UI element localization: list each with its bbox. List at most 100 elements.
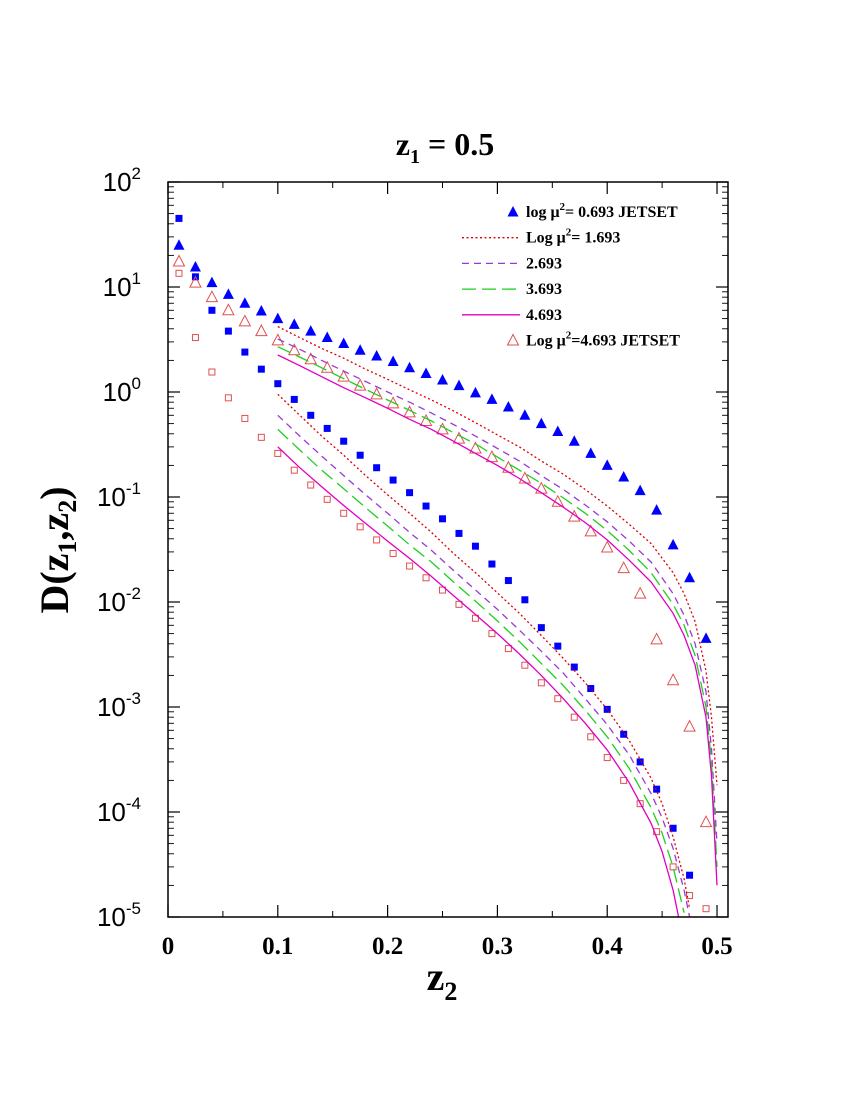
y-tick-exponent: -5 [126, 899, 141, 918]
data-point [568, 435, 580, 446]
data-point [406, 562, 414, 570]
data-point [208, 306, 216, 314]
ylabel-sub2: 2 [53, 500, 82, 513]
legend-sup: 2 [566, 330, 572, 342]
data-point [700, 632, 712, 643]
data-point [241, 414, 249, 422]
data-point [552, 425, 564, 437]
data-point [274, 449, 282, 457]
x-axis-label: z2 [427, 954, 458, 1006]
y-tick-exponent: 2 [132, 164, 141, 183]
data-point [502, 460, 515, 473]
data-point [241, 348, 249, 356]
y-tick-label: 100 [103, 374, 141, 407]
data-point [420, 367, 432, 379]
series-line-10 [277, 428, 685, 913]
data-layer [172, 214, 718, 917]
data-point [307, 411, 315, 419]
data-point [371, 350, 383, 361]
y-tick-exponent: -2 [126, 584, 141, 603]
data-point [469, 386, 481, 398]
data-point [189, 261, 201, 272]
title-base: z [396, 126, 410, 162]
series-6 [277, 346, 718, 867]
data-point [686, 871, 694, 879]
legend-text-rest: = 0.693 JETSET [565, 204, 678, 221]
data-point [437, 374, 449, 385]
data-point [537, 624, 545, 632]
data-point [373, 464, 381, 472]
data-point [502, 400, 514, 412]
data-point [570, 713, 578, 721]
legend-text: 4.693 [526, 307, 562, 324]
series-3 [175, 269, 710, 913]
data-point [537, 679, 545, 687]
data-point [667, 538, 679, 550]
plot-area [167, 181, 729, 918]
data-point [323, 424, 331, 432]
y-tick-base: 10 [97, 587, 126, 617]
legend-label: 2.693 [526, 255, 562, 272]
data-point [340, 437, 348, 445]
y-tick-exponent: -3 [126, 689, 141, 708]
data-point [587, 685, 595, 693]
data-point [238, 314, 252, 327]
axis-ticks: 0 0.1 0.2 0.3 0.4 0.510210110010-110-210-310-… [97, 164, 733, 960]
data-point [521, 661, 529, 669]
y-tick-label: 102 [103, 164, 141, 197]
x-tick-label: 0.4 [592, 933, 624, 960]
ylabel-post: ) [32, 486, 77, 499]
data-point [370, 387, 383, 400]
legend-entry-1: Log μ2= 1.693 [462, 227, 620, 247]
series-11 [277, 446, 680, 917]
data-point [669, 863, 677, 871]
data-point [455, 600, 463, 608]
y-tick-base: 10 [103, 272, 132, 302]
data-point [585, 447, 597, 458]
legend-text: Log μ [526, 230, 566, 247]
data-point [601, 459, 613, 470]
data-point [439, 515, 447, 523]
legend-entry-3: 3.693 [462, 281, 562, 298]
data-point [439, 586, 447, 594]
data-point [175, 269, 183, 277]
legend-text: 2.693 [526, 255, 562, 272]
data-point [304, 352, 318, 365]
y-tick-label: 10-4 [97, 794, 141, 827]
series-line-4 [277, 326, 718, 786]
data-point [406, 489, 414, 497]
data-point [684, 571, 696, 583]
data-point [389, 476, 397, 484]
title-rest: = 0.5 [420, 126, 494, 162]
data-point [452, 431, 466, 444]
data-point [650, 632, 663, 645]
series-line-5 [277, 338, 718, 844]
data-point [521, 596, 529, 604]
y-tick-base: 10 [103, 167, 132, 197]
data-point [702, 905, 710, 913]
legend-label: Log μ2=4.693 JETSET [526, 330, 680, 350]
data-point [554, 642, 562, 650]
series-line-9 [277, 414, 691, 917]
data-point [320, 360, 334, 373]
data-point [404, 361, 416, 373]
y-tick-label: 101 [103, 269, 141, 302]
x-tick-label: 0.5 [701, 933, 732, 960]
data-point [519, 409, 531, 420]
data-point [287, 343, 301, 356]
data-point [666, 673, 680, 686]
data-point [206, 276, 218, 288]
data-point [535, 481, 548, 494]
y-tick-label: 10-3 [97, 689, 141, 722]
legend-text: 3.693 [526, 281, 562, 298]
data-point [453, 379, 465, 391]
x-tick-label: 0.1 [262, 933, 293, 960]
xlabel-sub: 2 [444, 977, 457, 1006]
data-point [422, 574, 430, 582]
data-point [356, 451, 364, 459]
data-point [290, 466, 298, 474]
svg-text:z1 = 0.5: z1 = 0.5 [396, 126, 494, 168]
data-point [554, 695, 562, 703]
data-point [255, 324, 268, 337]
data-point [620, 730, 628, 738]
